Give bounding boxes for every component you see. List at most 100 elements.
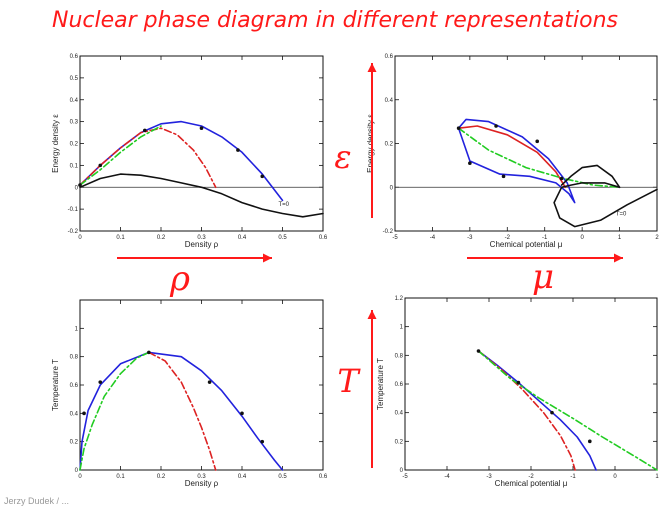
data-point	[240, 411, 244, 416]
x-axis-label: Chemical potential μ	[495, 479, 568, 488]
x-tick-label: -3	[467, 235, 473, 241]
annotation-label: T=0	[278, 202, 289, 208]
y-axis-label: Energy density ε	[366, 114, 375, 173]
y-tick-label: 0.1	[70, 163, 79, 169]
y-tick-label: 1	[400, 325, 404, 331]
x-tick-label: -5	[392, 235, 398, 241]
x-tick-label: 0.3	[197, 235, 206, 241]
x-axis-label: Density ρ	[185, 479, 219, 488]
rho-arrow	[117, 253, 272, 263]
series-blue	[457, 118, 576, 204]
x-tick-label: -5	[402, 474, 408, 480]
series-red	[79, 127, 217, 189]
page-title: Nuclear phase diagram in different repre…	[52, 8, 618, 33]
series-red	[457, 125, 567, 189]
y-tick-label: 0.4	[70, 411, 79, 417]
x-tick-label: 0.5	[278, 474, 287, 480]
y-tick-label: 0.2	[70, 440, 79, 446]
y-tick-label: 0.6	[385, 54, 394, 60]
data-point	[260, 439, 265, 444]
data-point	[559, 176, 564, 181]
data-point	[588, 439, 592, 444]
y-tick-label: 0.2	[70, 142, 79, 148]
annotation-label: T=0	[616, 212, 627, 218]
y-tick-label: 0.6	[395, 382, 404, 388]
x-tick-label: 1	[655, 474, 659, 480]
y-tick-label: 0.4	[395, 411, 404, 417]
temperature-arrow	[367, 310, 377, 468]
x-tick-label: -1	[570, 474, 576, 480]
data-point	[82, 411, 86, 416]
epsilon-arrow	[367, 63, 377, 218]
x-tick-label: -4	[444, 474, 450, 480]
x-tick-label: -2	[528, 474, 534, 480]
y-tick-label: -0.1	[68, 207, 79, 213]
data-point	[143, 128, 147, 133]
data-point	[98, 380, 103, 384]
data-point	[516, 380, 521, 385]
x-tick-label: 0	[580, 235, 584, 241]
y-tick-label: 0.6	[70, 54, 79, 60]
mu-symbol: μ	[532, 257, 554, 297]
plot-frame	[404, 297, 658, 471]
data-point	[550, 410, 554, 415]
x-tick-label: 0	[78, 235, 82, 241]
x-tick-label: 0	[78, 474, 82, 480]
x-tick-label: 0.6	[319, 474, 328, 480]
plot-frame	[79, 299, 324, 471]
temperature-arrow-head	[367, 310, 377, 319]
y-tick-label: -0.2	[383, 229, 394, 235]
x-tick-label: -1	[542, 235, 548, 241]
y-tick-label: 0.4	[385, 98, 394, 104]
y-tick-label: 0.2	[395, 439, 404, 445]
x-tick-label: -2	[505, 235, 511, 241]
x-axis-label: Density ρ	[185, 240, 219, 249]
x-tick-label: 0.5	[278, 235, 287, 241]
x-tick-label: -4	[430, 235, 436, 241]
mu-arrow	[467, 253, 623, 263]
data-point	[456, 126, 461, 130]
y-tick-label: 0.8	[395, 353, 404, 359]
epsilon-arrow-head	[367, 63, 377, 72]
plot-frame	[394, 55, 658, 232]
y-tick-label: 1.2	[395, 296, 404, 302]
x-tick-label: 0.1	[116, 474, 125, 480]
series-blue	[79, 351, 284, 471]
x-tick-label: 2	[655, 235, 659, 241]
x-tick-label: 0.1	[116, 235, 125, 241]
data-point	[535, 139, 540, 144]
y-tick-label: 0	[75, 468, 79, 474]
rho-arrow-head	[263, 253, 272, 263]
series-green	[79, 351, 150, 471]
x-tick-label: 0.4	[238, 474, 247, 480]
rho-symbol: ρ	[169, 259, 190, 299]
data-point	[501, 174, 506, 179]
y-axis-label: Temperature T	[51, 359, 60, 411]
series-green	[79, 125, 162, 186]
footer-credit: Jerzy Dudek / ...	[4, 496, 70, 506]
series-blue	[79, 120, 284, 202]
data-point	[260, 174, 265, 179]
chart-eps-mu: -5 -4 -3 -2 -1 0 1 2 -0.2 0 0.2 0.4 0.6 Chemical pote…	[366, 54, 659, 249]
data-point	[476, 349, 481, 353]
x-tick-label: 0.2	[157, 235, 166, 241]
data-point	[494, 124, 498, 128]
y-tick-label: -0.2	[68, 229, 79, 235]
data-point	[147, 350, 151, 355]
data-point	[468, 161, 472, 165]
data-point	[98, 163, 103, 168]
data-point	[78, 183, 82, 187]
series-green	[457, 127, 621, 189]
series-black	[79, 173, 324, 218]
x-tick-label: 0.2	[157, 474, 166, 480]
x-tick-label: 0.6	[319, 235, 328, 241]
y-tick-label: 0	[400, 468, 404, 474]
data-point	[199, 126, 204, 130]
chart-T-rho: 0 0.1 0.2 0.3 0.4 0.5 0.6 0 0.2 0.4 0.6 0.8 1 Density…	[51, 299, 328, 488]
series-green	[477, 350, 658, 471]
y-tick-label: 0.5	[70, 76, 79, 82]
series-red	[148, 351, 217, 471]
chart-eps-rho: 0 0.1 0.2 0.3 0.4 0.5 0.6 -0.2 -0.1 0 0.1 0.2 0.3 0.4…	[51, 54, 328, 249]
y-tick-label: 0	[390, 185, 394, 191]
